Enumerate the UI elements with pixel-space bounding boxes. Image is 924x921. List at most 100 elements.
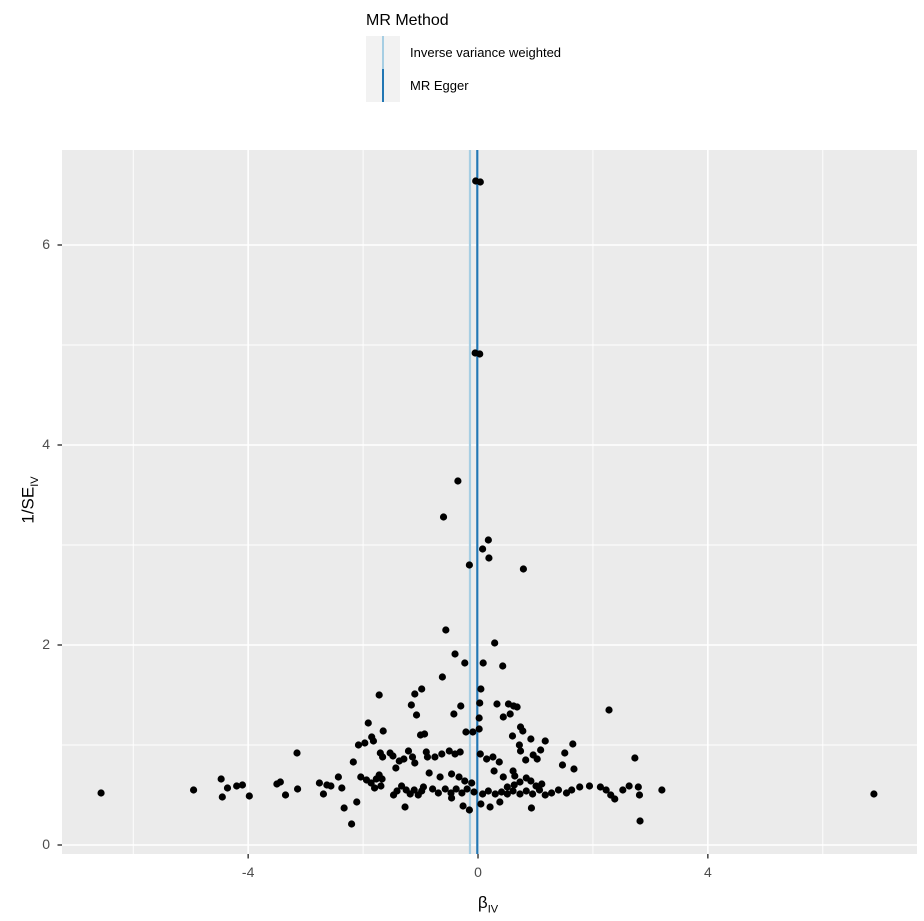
data-point: [411, 759, 419, 767]
data-point: [238, 781, 247, 789]
data-point: [490, 767, 498, 775]
data-point: [401, 803, 409, 811]
data-point: [585, 782, 594, 790]
data-point: [497, 788, 506, 796]
data-point: [245, 792, 253, 800]
data-point: [476, 350, 484, 358]
y-tick-label: 6: [42, 236, 50, 252]
data-point: [439, 513, 448, 521]
data-point: [489, 753, 497, 761]
x-tick-label: -4: [241, 864, 255, 880]
x-tick-label: 0: [474, 864, 482, 880]
data-point: [354, 741, 363, 749]
data-point: [870, 790, 878, 798]
data-point: [218, 793, 226, 801]
data-point: [484, 787, 492, 795]
data-point: [389, 791, 398, 799]
data-point: [479, 790, 487, 798]
data-point: [372, 775, 380, 783]
x-tick-label: 4: [703, 864, 712, 880]
data-point: [451, 650, 459, 658]
data-point: [315, 779, 324, 787]
data-point: [379, 727, 387, 735]
data-point: [484, 536, 492, 544]
data-point: [495, 758, 503, 766]
data-point: [625, 782, 633, 790]
data-point: [452, 785, 460, 793]
data-point: [510, 781, 518, 789]
data-point: [407, 701, 415, 709]
y-tick-label: 2: [42, 636, 50, 652]
data-point: [636, 817, 644, 825]
data-point: [97, 789, 105, 797]
data-point: [451, 750, 459, 758]
data-point: [491, 790, 499, 798]
data-point: [516, 747, 525, 755]
data-point: [576, 783, 584, 791]
y-tick-label: 4: [42, 436, 50, 452]
legend-item-egger: MR Egger: [366, 69, 561, 102]
data-point: [493, 700, 501, 708]
data-point: [522, 787, 530, 795]
data-point: [340, 804, 348, 812]
data-point: [361, 739, 369, 747]
data-point: [462, 728, 470, 736]
legend-title: MR Method: [366, 12, 449, 29]
data-point: [457, 702, 465, 710]
data-point: [570, 765, 578, 773]
data-point: [516, 778, 524, 786]
data-point: [635, 791, 644, 799]
data-point: [499, 662, 507, 670]
y-tick-label: 0: [42, 836, 50, 852]
data-point: [389, 752, 397, 760]
legend: MR Method Inverse variance weighted MR E…: [366, 12, 561, 102]
data-point: [470, 788, 478, 796]
legend-label-ivw: Inverse variance weighted: [410, 45, 562, 60]
data-point: [475, 725, 483, 733]
data-point: [334, 773, 342, 781]
data-point: [619, 786, 627, 794]
data-point: [458, 789, 466, 797]
data-point: [522, 756, 530, 764]
data-point: [527, 804, 536, 812]
data-point: [513, 703, 521, 711]
data-point: [479, 545, 487, 553]
data-point: [519, 565, 528, 573]
data-point: [438, 750, 446, 758]
data-point: [461, 777, 469, 785]
data-point: [406, 790, 414, 798]
data-point: [447, 794, 456, 802]
data-point: [293, 785, 302, 793]
legend-item-ivw: Inverse variance weighted: [366, 36, 561, 69]
data-point: [541, 737, 549, 745]
data-point: [353, 798, 361, 806]
data-point: [438, 673, 446, 681]
data-point: [465, 806, 473, 814]
data-point: [375, 691, 383, 699]
data-point: [547, 789, 556, 797]
data-point: [378, 775, 386, 783]
data-point: [485, 554, 493, 562]
data-point: [499, 773, 507, 781]
data-point: [364, 719, 372, 727]
data-point: [535, 786, 544, 794]
data-point: [450, 710, 458, 718]
data-point: [491, 639, 499, 647]
data-point: [273, 780, 281, 788]
data-point: [509, 787, 517, 795]
y-axis-title: 1/SEIV: [18, 476, 41, 524]
data-point: [569, 740, 577, 748]
data-point: [338, 784, 346, 792]
data-point: [442, 626, 450, 634]
data-point: [527, 735, 535, 743]
data-point: [461, 659, 469, 667]
data-point: [327, 782, 335, 790]
data-point: [658, 786, 666, 794]
data-point: [377, 782, 385, 790]
data-point: [468, 779, 476, 787]
data-point: [429, 785, 437, 793]
data-point: [463, 785, 471, 793]
data-point: [477, 800, 485, 808]
plot-panel: [62, 150, 917, 854]
